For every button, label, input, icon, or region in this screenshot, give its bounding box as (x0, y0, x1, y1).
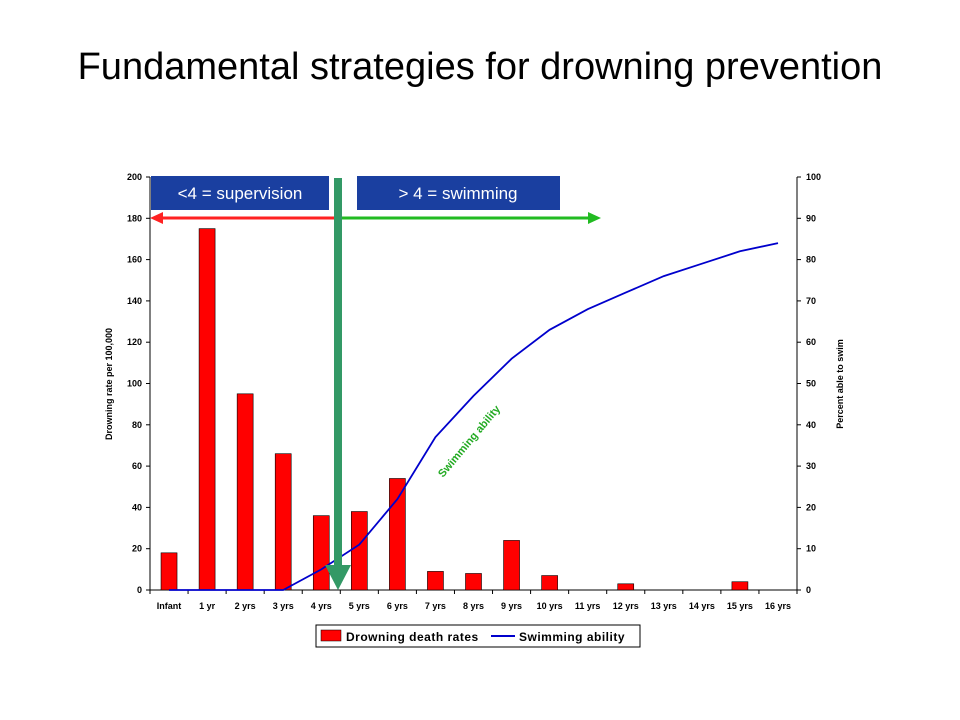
supervision-label: <4 = supervision (178, 184, 303, 203)
y2-tick-label: 10 (806, 544, 816, 554)
x-tick-label: 4 yrs (311, 601, 332, 611)
swimming-label: > 4 = swimming (398, 184, 517, 203)
x-tick-label: 5 yrs (349, 601, 370, 611)
y-tick-label: 80 (132, 420, 142, 430)
y-tick-label: 100 (127, 379, 142, 389)
bar (236, 393, 254, 591)
age-four-divider-arrow (325, 178, 351, 590)
y2-tick-label: 30 (806, 461, 816, 471)
bar (198, 228, 216, 591)
y-tick-label: 180 (127, 213, 142, 223)
bar-series (160, 228, 749, 591)
x-tick-label: 6 yrs (387, 601, 408, 611)
y2-tick-label: 90 (806, 213, 816, 223)
y2-tick-label: 50 (806, 379, 816, 389)
x-tick-label: Infant (157, 601, 182, 611)
y-tick-label: 200 (127, 172, 142, 182)
x-tick-label: 13 yrs (651, 601, 677, 611)
legend-line-label: Swimming ability (519, 630, 625, 644)
swimming-label-box (357, 176, 560, 210)
bar (351, 511, 368, 591)
x-tick-label: 16 yrs (765, 601, 791, 611)
x-tick-label: 9 yrs (501, 601, 522, 611)
y2-tick-label: 40 (806, 420, 816, 430)
y-tick-label: 40 (132, 502, 142, 512)
y2-tick-label: 80 (806, 255, 816, 265)
bar (160, 552, 178, 591)
bar (731, 581, 749, 591)
y2-tick-label: 100 (806, 172, 821, 182)
slide-title: Fundamental strategies for drowning prev… (77, 46, 883, 88)
x-tick-label: 2 yrs (235, 601, 256, 611)
y-tick-label: 60 (132, 461, 142, 471)
x-tick-label: 15 yrs (727, 601, 753, 611)
y2-tick-label: 70 (806, 296, 816, 306)
bar (541, 575, 558, 591)
bar (617, 583, 635, 591)
tick-labels: 0 20 40 60 80 100 120 140 160 180 200 0 10 20 30 40 50 60… (127, 172, 821, 611)
swimming-arrow (338, 212, 601, 224)
y-axis-label: Drowning rate per 100,000 (104, 328, 114, 440)
y-tick-label: 0 (137, 585, 142, 595)
bar (503, 540, 520, 591)
y-tick-label: 120 (127, 337, 142, 347)
y2-tick-label: 20 (806, 502, 816, 512)
bar (465, 573, 482, 591)
y-tick-label: 140 (127, 296, 142, 306)
y-tick-label: 160 (127, 255, 142, 265)
x-tick-label: 12 yrs (613, 601, 639, 611)
x-tick-label: 7 yrs (425, 601, 446, 611)
legend-bar-swatch (320, 629, 342, 642)
y2-axis-label: Percent able to swim (835, 339, 845, 429)
supervision-label-box (151, 176, 329, 210)
swimming-ability-annotation: Swimming ability (436, 403, 504, 480)
x-tick-label: 10 yrs (537, 601, 563, 611)
y2-tick-label: 60 (806, 337, 816, 347)
legend: Drowning death rates Swimming ability (315, 624, 641, 648)
legend-bar-label: Drowning death rates (346, 630, 479, 644)
x-tick-label: 14 yrs (689, 601, 715, 611)
bar (274, 453, 292, 591)
swimming-ability-line (169, 242, 779, 591)
line-series (169, 242, 779, 591)
bar (427, 571, 444, 591)
supervision-arrow (150, 212, 338, 224)
bar (389, 478, 406, 591)
y-tick-label: 20 (132, 544, 142, 554)
x-tick-label: 1 yr (199, 601, 216, 611)
x-tick-label: 8 yrs (463, 601, 484, 611)
x-tick-label: 11 yrs (575, 601, 601, 611)
y2-tick-label: 0 (806, 585, 811, 595)
bar (312, 515, 330, 591)
x-tick-label: 3 yrs (273, 601, 294, 611)
